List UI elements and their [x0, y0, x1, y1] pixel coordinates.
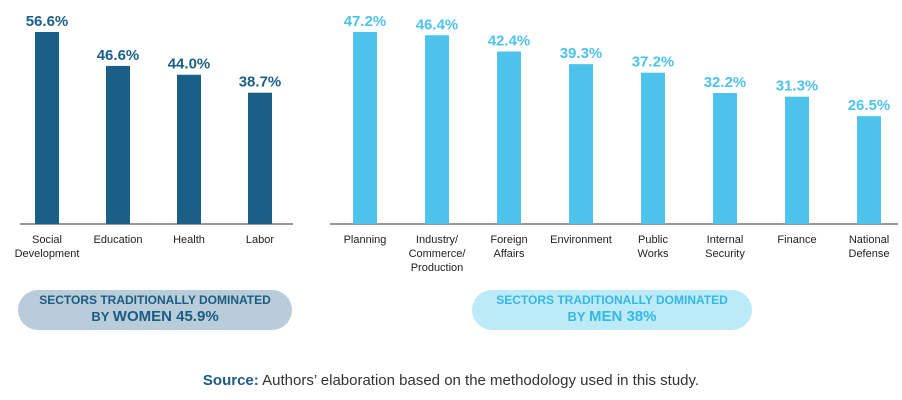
tick-label-women-1: Education — [94, 234, 143, 246]
summary-men-value: MEN 38% — [588, 308, 657, 326]
data-label-women-2: 44.0% — [168, 56, 211, 73]
source-label: Source: — [202, 372, 259, 389]
data-label-men-2: 42.4% — [488, 33, 531, 50]
bar-men-3 — [569, 64, 593, 224]
tick-label-women-2: Health — [173, 234, 205, 246]
tick-label-men-4: Public Works — [638, 234, 669, 260]
summary-women-badge: SECTORS TRADITIONALLY DOMINATED BY WOMEN… — [18, 290, 292, 330]
tick-label-men-1: Industry/Commerce/Production — [409, 234, 467, 274]
summary-men-by: BY — [567, 309, 586, 325]
data-label-men-5: 32.2% — [704, 74, 747, 91]
data-label-men-3: 39.3% — [560, 45, 603, 62]
summary-women-line1: SECTORS TRADITIONALLY DOMINATED — [39, 293, 271, 308]
bar-women-3 — [248, 92, 272, 224]
bar-women-0 — [35, 32, 59, 224]
summary-women-value: WOMEN 45.9% — [112, 308, 219, 326]
bar-men-0 — [353, 32, 377, 224]
summary-men-badge: SECTORS TRADITIONALLY DOMINATED BY MEN 3… — [472, 290, 752, 330]
summary-women-by: BY — [91, 309, 110, 325]
bar-men-5 — [713, 93, 737, 224]
tick-label-men-6: Finance — [777, 234, 816, 246]
bar-men-1 — [425, 35, 449, 224]
data-label-men-1: 46.4% — [416, 16, 459, 33]
data-label-women-0: 56.6% — [26, 13, 69, 30]
tick-label-men-3: Environment — [550, 234, 612, 246]
data-label-men-6: 31.3% — [776, 78, 819, 95]
data-label-men-4: 37.2% — [632, 54, 675, 71]
tick-label-women-0: Social Development — [15, 234, 80, 260]
data-label-women-3: 38.7% — [239, 74, 282, 91]
tick-label-men-7: National Defense — [849, 234, 890, 260]
tick-label-men-2: Foreign Affairs — [490, 234, 527, 260]
tick-label-men-0: Planning — [344, 234, 387, 246]
data-label-men-7: 26.5% — [848, 97, 891, 114]
bar-men-7 — [857, 116, 881, 224]
bar-chart: 56.6% Social Development 46.6% Education 44.0… — [15, 13, 898, 274]
source-text: Authors’ elaboration based on the method… — [262, 372, 700, 389]
source-note: Source: Authors’ elaboration based on th… — [0, 372, 902, 389]
data-label-men-0: 47.2% — [344, 13, 387, 30]
bar-men-2 — [497, 51, 521, 225]
tick-label-women-3: Labor — [246, 234, 274, 246]
data-label-women-1: 46.6% — [97, 47, 140, 64]
tick-label-men-5: Internal Security — [705, 234, 745, 260]
bar-women-1 — [106, 65, 130, 224]
summary-men-line1: SECTORS TRADITIONALLY DOMINATED — [496, 293, 728, 308]
bar-men-4 — [641, 72, 665, 224]
bar-men-6 — [785, 96, 809, 224]
bar-women-2 — [177, 74, 201, 224]
